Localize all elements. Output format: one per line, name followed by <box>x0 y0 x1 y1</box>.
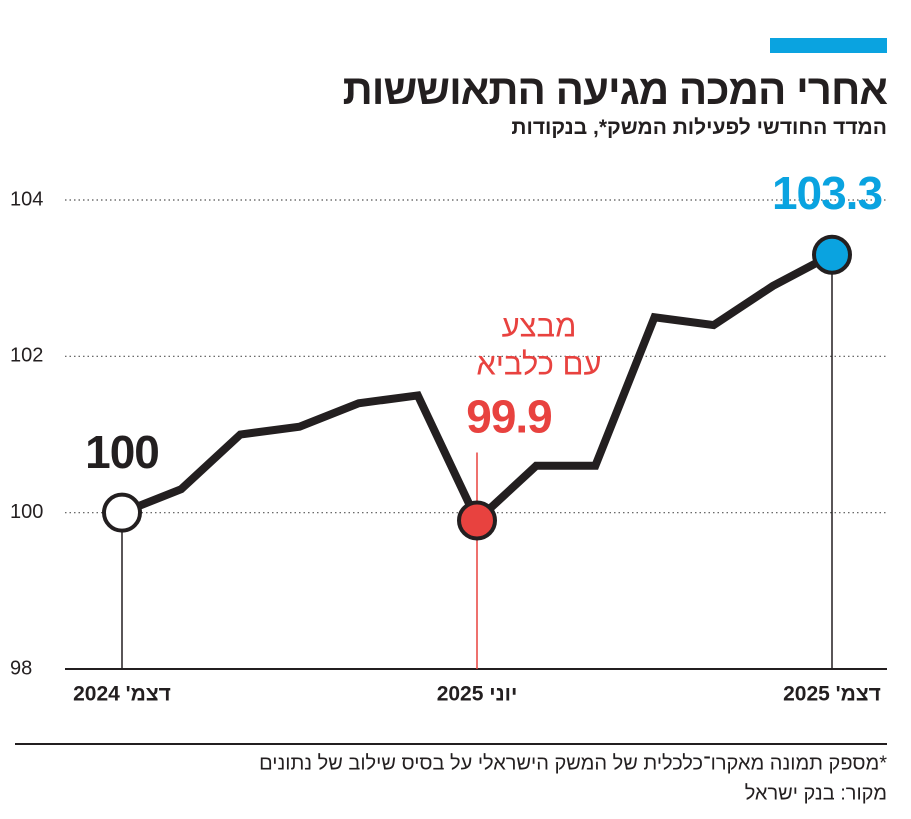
value-label: 99.9 <box>466 391 552 443</box>
accent-bar <box>770 38 887 53</box>
y-tick-label: 102 <box>10 345 43 367</box>
annotation: עם כלביא <box>476 347 601 382</box>
footnote: *מספק תמונה מאקרו־כלכלית של המשק הישראלי… <box>259 752 887 774</box>
chart-subtitle: המדד החודשי לפעילות המשק*, בנקודות <box>511 116 887 139</box>
source: מקור: בנק ישראל <box>745 782 887 804</box>
highlight-marker <box>812 234 852 275</box>
annotation: מבצע <box>502 309 577 344</box>
y-tick-label: 98 <box>10 657 32 679</box>
y-tick-label: 104 <box>10 188 43 210</box>
y-tick-label: 100 <box>10 501 43 523</box>
value-label: 103.3 <box>772 167 882 219</box>
x-tick-label: יוני 2025 <box>437 683 518 706</box>
chart-title: אחרי המכה מגיעה התאוששות <box>342 66 888 113</box>
x-tick-label: דצמ' 2024 <box>73 683 171 706</box>
highlight-marker <box>102 492 142 533</box>
x-tick-label: דצמ' 2025 <box>783 683 881 706</box>
highlight-marker <box>457 500 497 541</box>
value-label: 100 <box>85 426 159 478</box>
